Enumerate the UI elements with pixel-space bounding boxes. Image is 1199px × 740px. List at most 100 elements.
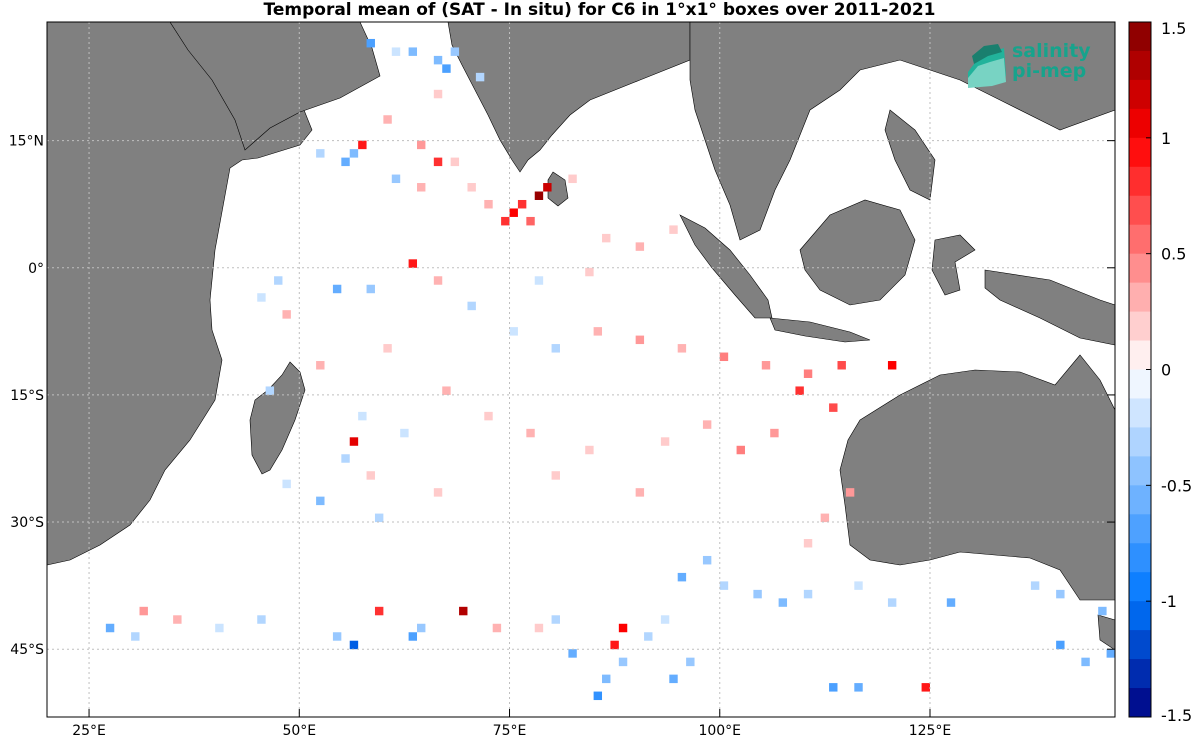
anomaly-cell (417, 183, 426, 192)
logo-text-line2: pi-mep (1012, 60, 1087, 82)
anomaly-cell (551, 615, 560, 624)
anomaly-cell (854, 581, 863, 590)
anomaly-cell (442, 64, 451, 73)
lon-tick-label: 100°E (698, 723, 741, 739)
anomaly-cell (677, 344, 687, 353)
anomaly-cell (349, 640, 359, 650)
anomaly-cell (1056, 640, 1065, 650)
map-frame (46, 21, 1116, 718)
colorbar-swatch (1129, 166, 1151, 197)
colorbar-swatch (1129, 311, 1151, 342)
anomaly-cell (366, 471, 375, 480)
anomaly-cell (837, 361, 846, 370)
anomaly-cell (509, 327, 518, 336)
anomaly-cell (517, 199, 527, 209)
anomaly-cell (492, 623, 502, 633)
anomaly-cell (534, 276, 544, 285)
map-title: Temporal mean of (SAT - In situ) for C6 … (263, 0, 936, 20)
anomaly-cell (433, 89, 443, 99)
anomaly-cell (803, 589, 813, 599)
colorbar-swatch (1129, 22, 1151, 52)
anomaly-cell (475, 72, 485, 82)
anomaly-cell (585, 445, 594, 455)
colorbar-swatch (1129, 630, 1151, 660)
colorbar-tick-label: 0.5 (1161, 245, 1186, 264)
colorbar-tick-label: -1.5 (1161, 706, 1192, 725)
anomaly-cell (887, 598, 897, 607)
anomaly-cell (702, 555, 712, 565)
anomaly-cell (257, 293, 266, 302)
colorbar-tick-label: 0 (1161, 361, 1171, 380)
anomaly-cell (433, 276, 443, 285)
lat-tick-label: 15°S (10, 388, 44, 404)
anomaly-cell (669, 674, 678, 684)
anomaly-cell (829, 683, 838, 692)
anomaly-cell (433, 55, 443, 65)
land-india (447, 21, 691, 173)
anomaly-cell (383, 344, 392, 353)
anomaly-cell (660, 615, 670, 624)
anomaly-cell (686, 657, 695, 667)
anomaly-cell (795, 386, 804, 395)
anomaly-cell (736, 445, 745, 455)
land-philippines (884, 109, 936, 201)
anomaly-cell (1106, 649, 1115, 658)
anomaly-cell (341, 157, 350, 167)
anomaly-cell (332, 632, 342, 641)
colorbar-swatch (1129, 427, 1151, 457)
anomaly-cell (753, 589, 762, 599)
land-masses (46, 21, 1116, 651)
anomaly-cell (215, 623, 224, 633)
salinity-pimep-logo: salinity pi-mep (966, 40, 1106, 88)
anomaly-cell (173, 615, 182, 624)
anomaly-cell (719, 581, 729, 590)
anomaly-cell (433, 488, 443, 497)
anomaly-cell (829, 403, 838, 412)
anomaly-cell (660, 437, 670, 446)
colorbar-tick-label: 1 (1161, 129, 1171, 148)
anomaly-cell (383, 115, 392, 124)
graticule (47, 22, 1115, 717)
anomaly-cell (366, 284, 375, 294)
colorbar-swatch (1129, 514, 1151, 544)
anomaly-cell (282, 310, 291, 319)
colorbar-swatch (1129, 253, 1151, 284)
anomaly-cell (257, 615, 266, 624)
anomaly-cell (391, 47, 401, 56)
land-australia (839, 354, 1116, 601)
anomaly-cell (366, 38, 375, 48)
anomaly-cell (526, 216, 535, 226)
colorbar-swatch (1129, 108, 1151, 139)
anomaly-cell (274, 276, 283, 285)
anomaly-cell (282, 479, 291, 489)
colorbar-swatch (1129, 485, 1151, 515)
anomaly-cell (1030, 581, 1040, 590)
anomaly-cell (543, 183, 552, 192)
anomaly-cell (459, 606, 468, 616)
anomaly-cell (820, 513, 830, 523)
anomaly-cell (568, 649, 577, 658)
anomaly-cell (887, 361, 897, 370)
anomaly-cell (265, 386, 275, 395)
anomaly-cell (921, 683, 930, 692)
colorbar-swatch (1129, 688, 1151, 718)
anomaly-cell (408, 47, 418, 56)
anomaly-cell (450, 157, 460, 167)
anomaly-cell (1098, 606, 1107, 616)
anomaly-cell (677, 572, 687, 582)
anomaly-cell (484, 411, 493, 421)
colorbar-swatch (1129, 659, 1151, 689)
land-java (769, 317, 871, 343)
anomaly-cell (374, 606, 384, 616)
lon-tick-label: 50°E (282, 723, 316, 739)
land-africa (46, 21, 313, 566)
anomaly-cell (602, 233, 611, 243)
lat-tick-label: 0° (28, 261, 44, 277)
land-southeast-asia (689, 21, 1116, 241)
anomaly-cell (316, 496, 325, 506)
anomaly-cell (635, 335, 645, 345)
anomaly-cell (442, 386, 451, 395)
anomaly-cell (467, 301, 476, 311)
colorbar-swatch (1129, 79, 1151, 110)
